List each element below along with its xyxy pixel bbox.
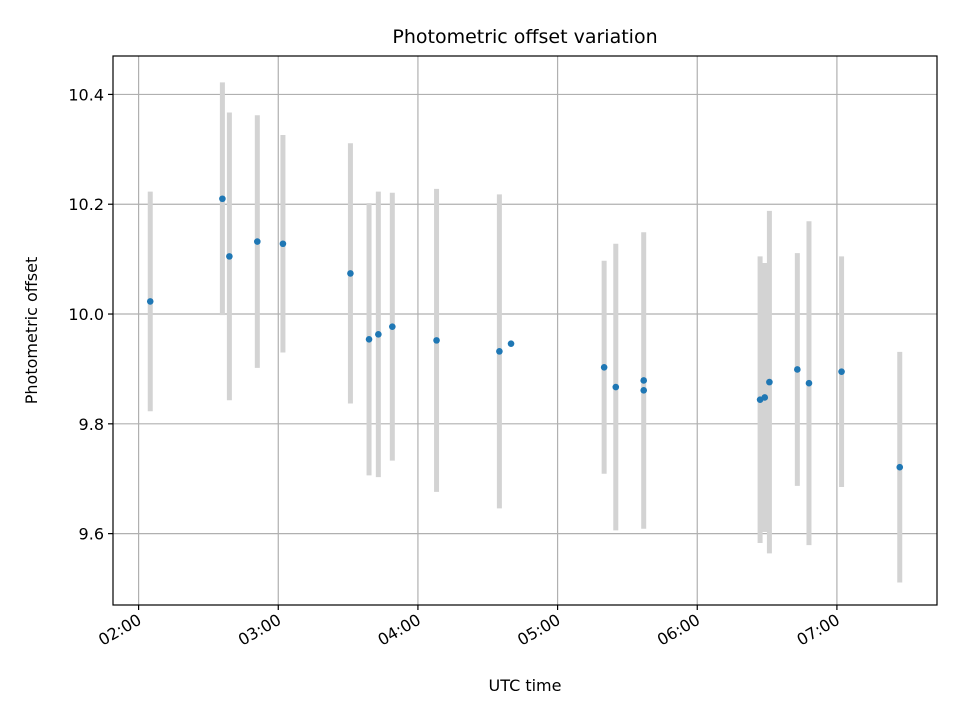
data-point xyxy=(146,298,154,305)
data-point xyxy=(254,238,261,245)
data-point xyxy=(219,195,226,203)
x-tick-label: 02:00 xyxy=(95,610,144,650)
data-point xyxy=(805,379,813,387)
data-point xyxy=(507,340,515,347)
x-axis-label: UTC time xyxy=(489,676,562,695)
data-point xyxy=(375,331,382,338)
x-tick-label: 04:00 xyxy=(374,610,423,650)
y-tick-label: 9.8 xyxy=(79,415,104,434)
data-point xyxy=(838,368,845,375)
y-tick-label: 10.4 xyxy=(68,85,104,104)
data-point xyxy=(896,463,904,471)
data-point xyxy=(794,366,801,373)
y-tick-label: 10.0 xyxy=(68,305,104,324)
data-point xyxy=(640,387,648,394)
data-point xyxy=(766,378,773,386)
x-tick-label: 07:00 xyxy=(793,610,842,650)
x-tick-label: 06:00 xyxy=(654,610,703,650)
data-points xyxy=(146,195,904,471)
data-point xyxy=(365,335,373,343)
data-point xyxy=(761,394,769,401)
data-point xyxy=(640,377,648,384)
data-point xyxy=(600,363,608,371)
x-ticks: 02:00 03:00 04:00 05:00 06:00 07:00 xyxy=(95,605,843,650)
y-axis-label: Photometric offset xyxy=(22,257,41,405)
y-tick-label: 10.2 xyxy=(68,195,104,214)
error-bars xyxy=(147,82,903,583)
grid xyxy=(113,56,937,605)
data-point xyxy=(389,323,396,330)
data-point xyxy=(612,383,620,391)
y-tick-label: 9.6 xyxy=(79,525,104,544)
x-tick-label: 05:00 xyxy=(514,610,563,650)
x-tick-label: 03:00 xyxy=(235,610,284,650)
data-point xyxy=(433,337,440,344)
data-point xyxy=(347,270,354,277)
y-ticks: 9.6 9.8 10.0 10.2 10.4 xyxy=(68,85,113,544)
chart-title: Photometric offset variation xyxy=(392,26,657,48)
data-point xyxy=(226,253,233,260)
data-point xyxy=(279,240,287,248)
data-point xyxy=(496,348,503,355)
axes-frame xyxy=(112,55,938,606)
